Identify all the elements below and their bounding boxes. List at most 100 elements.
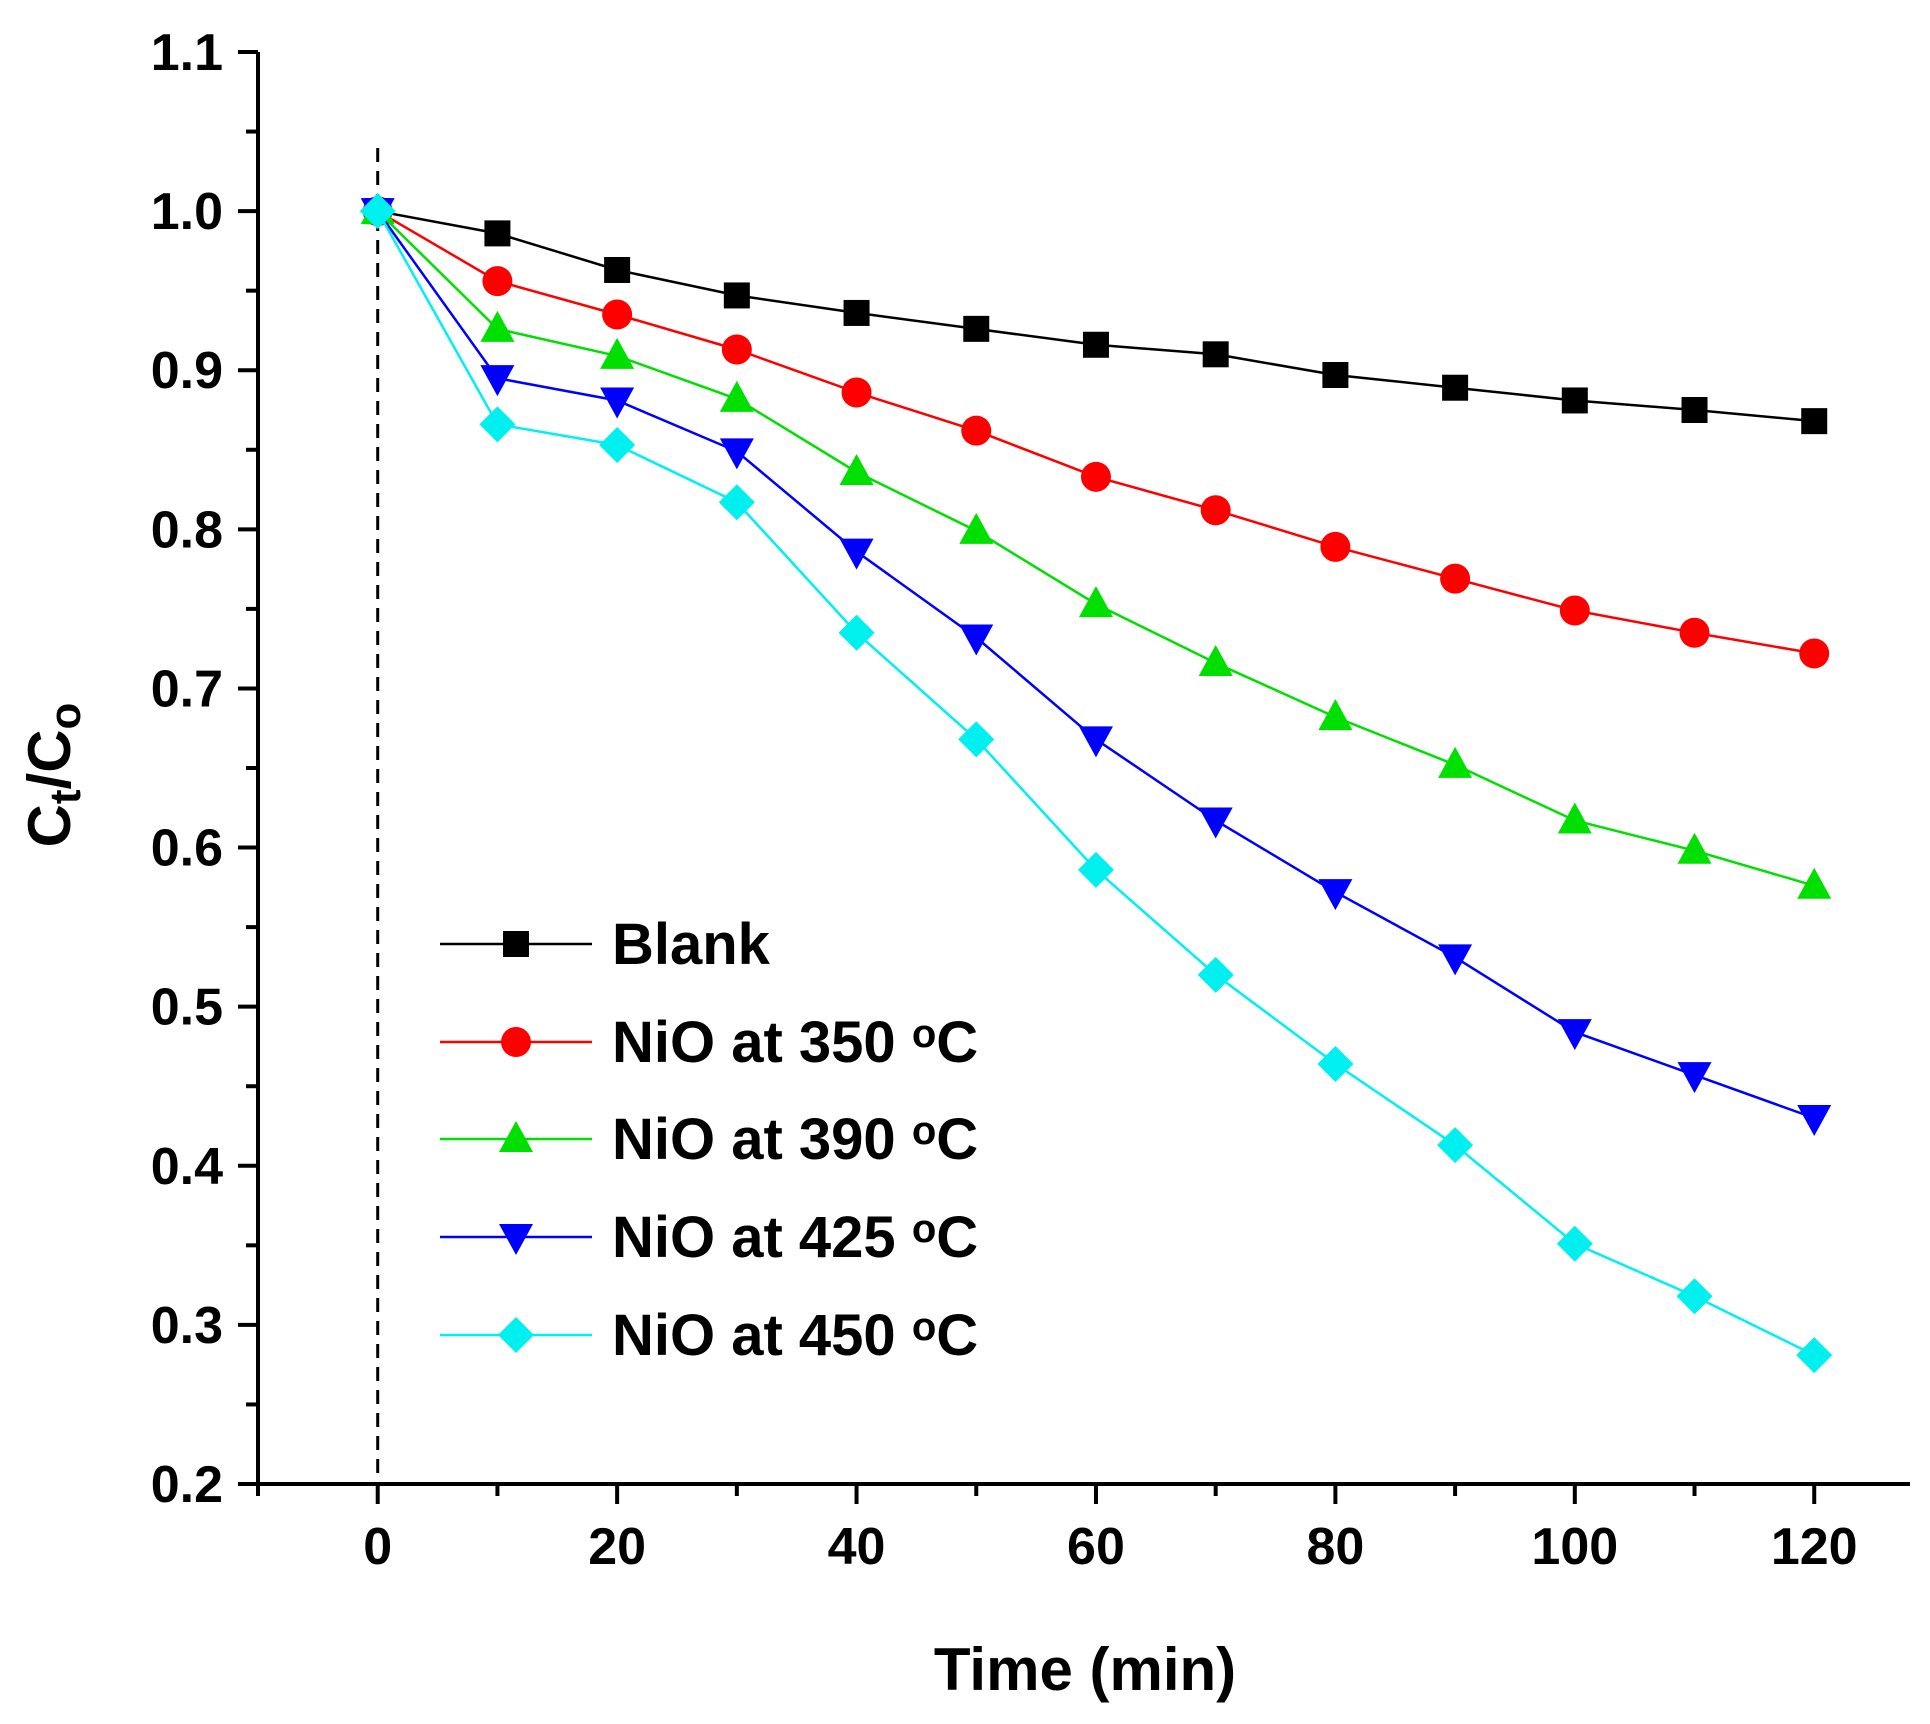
y-tick-label: 0.8 [151,501,223,559]
data-point [959,624,994,656]
data-point [604,256,631,283]
data-point [1438,944,1473,976]
data-point [1561,387,1588,414]
data-point [1082,331,1109,358]
x-tick-label: 40 [828,1518,886,1576]
data-point [1198,644,1233,676]
data-point [1676,1278,1713,1315]
legend: Blank NiO at 350 oC NiO at 390 oC NiO at 42… [440,912,978,1368]
data-point [1557,1019,1592,1051]
legend-marker [503,931,529,957]
data-point [959,512,994,544]
data-point [1318,699,1353,731]
data-point [1796,1337,1833,1374]
x-tick-label: 20 [588,1518,646,1576]
data-point [719,438,754,470]
data-point [480,310,515,342]
data-point [484,220,511,247]
data-point [961,415,992,446]
legend-label: Blank [612,912,771,977]
data-point [958,721,995,758]
legend-label: NiO at 350 oC [612,1010,978,1075]
data-point [1677,1062,1712,1094]
data-point [1198,807,1233,839]
legend-marker [499,1224,533,1255]
data-point [843,299,870,326]
y-axis-title-sub2: o [41,703,90,730]
data-point [838,614,875,651]
data-point [1556,1225,1593,1262]
legend-marker [498,1317,534,1353]
x-tick-label: 60 [1067,1518,1125,1576]
data-point [719,380,754,412]
legend-entry: NiO at 425 oC [440,1205,978,1270]
legend-label: NiO at 390 oC [612,1107,978,1172]
data-point [1078,586,1113,618]
data-point [1197,956,1234,993]
y-tick-label: 0.6 [151,820,223,878]
legend-entry: NiO at 390 oC [440,1107,978,1172]
y-axis-title-mid: /C [16,729,83,789]
y-tick-label: 1.0 [151,183,223,241]
legend-entry: NiO at 450 oC [440,1303,978,1368]
data-point [1322,361,1349,388]
data-point [1797,867,1832,899]
series-2 [360,193,1832,899]
x-axis-title: Time (min) [934,1636,1236,1703]
y-tick-label: 1.1 [151,24,223,82]
data-point [1200,495,1231,526]
series-line [376,210,1815,887]
data-point [1078,726,1113,758]
data-point [1677,832,1712,864]
data-point [1320,531,1351,562]
y-tick-label: 0.7 [151,660,223,718]
x-tick-label: 120 [1771,1518,1858,1576]
x-tick-label: 0 [363,1518,392,1576]
y-tick-label: 0.2 [151,1456,223,1514]
legend-label: NiO at 425 oC [612,1205,978,1270]
data-point [1797,1105,1832,1137]
data-point [1442,374,1469,401]
data-point [1077,851,1114,888]
data-point [1679,617,1710,648]
legend-label: NiO at 450 oC [612,1303,978,1368]
y-axis-title: Ct/Co [16,703,90,848]
data-point [839,454,874,486]
y-axis-title-sub1: t [41,789,90,804]
data-point [602,299,633,330]
legend-marker [501,1027,531,1057]
data-point [1559,595,1590,626]
series-line [377,209,1815,423]
data-point [1317,1045,1354,1082]
data-point [600,337,635,369]
y-axis-title-main: C [16,804,83,847]
series-layer [359,193,1833,1374]
x-tick-label: 100 [1531,1518,1618,1576]
data-point [839,538,874,570]
data-point [721,334,752,365]
data-point [1080,461,1111,492]
data-point [841,377,872,408]
data-point [482,266,513,297]
series-line [376,210,1815,1357]
data-point [1799,638,1830,669]
y-tick-label: 0.9 [151,342,223,400]
axes: 0 20 40 60 80 100 120 0.2 0.3 0.4 0.5 0.6 0.7 0.8 0.9 1… [151,24,1910,1576]
data-point [359,193,396,230]
data-point [1801,408,1828,435]
x-tick-label: 80 [1306,1518,1364,1576]
y-tick-label: 0.3 [151,1297,223,1355]
data-point [1202,341,1229,368]
data-point [963,315,990,342]
data-point [1557,802,1592,834]
series-0 [364,198,1828,435]
y-tick-label: 0.4 [151,1138,223,1196]
data-point [723,282,750,309]
data-point [1440,563,1471,594]
data-point [480,365,515,397]
data-point [1318,879,1353,911]
legend-marker [499,1121,533,1152]
legend-entry: NiO at 350 oC [440,1010,978,1075]
data-point [479,406,516,443]
